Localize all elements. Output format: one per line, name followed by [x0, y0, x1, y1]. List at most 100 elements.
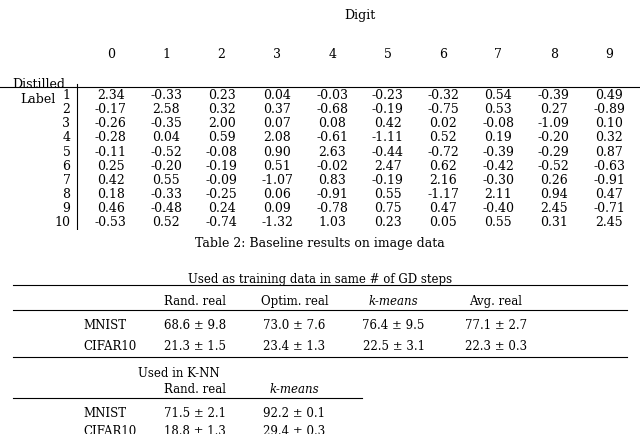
Text: 8: 8	[63, 187, 70, 200]
Text: CIFAR10: CIFAR10	[83, 339, 136, 352]
Text: 2.47: 2.47	[374, 159, 401, 172]
Text: -1.11: -1.11	[372, 131, 404, 144]
Text: 9: 9	[605, 48, 613, 61]
Text: 0.55: 0.55	[484, 215, 512, 228]
Text: 0.87: 0.87	[595, 145, 623, 158]
Text: 0.10: 0.10	[595, 117, 623, 130]
Text: -0.35: -0.35	[150, 117, 182, 130]
Text: -0.19: -0.19	[372, 173, 404, 186]
Text: -0.53: -0.53	[95, 215, 127, 228]
Text: 0.23: 0.23	[208, 89, 236, 102]
Text: 2.63: 2.63	[319, 145, 346, 158]
Text: -0.33: -0.33	[150, 89, 182, 102]
Text: Distilled
Label: Distilled Label	[12, 78, 65, 106]
Text: -0.20: -0.20	[538, 131, 570, 144]
Text: 23.4 ± 1.3: 23.4 ± 1.3	[263, 339, 326, 352]
Text: 21.3 ± 1.5: 21.3 ± 1.5	[164, 339, 226, 352]
Text: 0: 0	[107, 48, 115, 61]
Text: 6: 6	[63, 159, 70, 172]
Text: 2.16: 2.16	[429, 173, 457, 186]
Text: 6: 6	[439, 48, 447, 61]
Text: 22.5 ± 3.1: 22.5 ± 3.1	[363, 339, 424, 352]
Text: 0.05: 0.05	[429, 215, 457, 228]
Text: 0.42: 0.42	[374, 117, 401, 130]
Text: k-means: k-means	[269, 382, 319, 395]
Text: 5: 5	[384, 48, 392, 61]
Text: -0.91: -0.91	[316, 187, 348, 200]
Text: 2.00: 2.00	[208, 117, 236, 130]
Text: -0.28: -0.28	[95, 131, 127, 144]
Text: -0.52: -0.52	[538, 159, 570, 172]
Text: -0.48: -0.48	[150, 201, 182, 214]
Text: Digit: Digit	[344, 9, 376, 22]
Text: 2: 2	[218, 48, 225, 61]
Text: 0.18: 0.18	[97, 187, 125, 200]
Text: -0.08: -0.08	[483, 117, 515, 130]
Text: MNIST: MNIST	[83, 319, 126, 331]
Text: -0.17: -0.17	[95, 103, 127, 116]
Text: 22.3 ± 0.3: 22.3 ± 0.3	[465, 339, 527, 352]
Text: 0.06: 0.06	[263, 187, 291, 200]
Text: 0.62: 0.62	[429, 159, 457, 172]
Text: 0.27: 0.27	[540, 103, 568, 116]
Text: 29.4 ± 0.3: 29.4 ± 0.3	[263, 424, 326, 434]
Text: 0.42: 0.42	[97, 173, 125, 186]
Text: 0.32: 0.32	[595, 131, 623, 144]
Text: 2.45: 2.45	[540, 201, 568, 214]
Text: -0.42: -0.42	[483, 159, 515, 172]
Text: -1.32: -1.32	[261, 215, 293, 228]
Text: 0.46: 0.46	[97, 201, 125, 214]
Text: 2.58: 2.58	[152, 103, 180, 116]
Text: -0.08: -0.08	[205, 145, 237, 158]
Text: 18.8 ± 1.3: 18.8 ± 1.3	[164, 424, 226, 434]
Text: -0.74: -0.74	[205, 215, 237, 228]
Text: Used as training data in same # of GD steps: Used as training data in same # of GD st…	[188, 273, 452, 286]
Text: 9: 9	[63, 201, 70, 214]
Text: -0.40: -0.40	[483, 201, 515, 214]
Text: -0.89: -0.89	[593, 103, 625, 116]
Text: Rand. real: Rand. real	[164, 294, 226, 307]
Text: 0.52: 0.52	[152, 215, 180, 228]
Text: 0.24: 0.24	[208, 201, 236, 214]
Text: 0.04: 0.04	[152, 131, 180, 144]
Text: 0.75: 0.75	[374, 201, 401, 214]
Text: -0.61: -0.61	[316, 131, 348, 144]
Text: -0.03: -0.03	[316, 89, 348, 102]
Text: 73.0 ± 7.6: 73.0 ± 7.6	[263, 319, 326, 331]
Text: -0.09: -0.09	[205, 173, 237, 186]
Text: -0.19: -0.19	[372, 103, 404, 116]
Text: 4: 4	[63, 131, 70, 144]
Text: Used in K-NN: Used in K-NN	[138, 366, 220, 378]
Text: 77.1 ± 2.7: 77.1 ± 2.7	[465, 319, 527, 331]
Text: 4: 4	[328, 48, 337, 61]
Text: -0.30: -0.30	[483, 173, 515, 186]
Text: -0.26: -0.26	[95, 117, 127, 130]
Text: 0.23: 0.23	[374, 215, 401, 228]
Text: -0.75: -0.75	[427, 103, 459, 116]
Text: 0.51: 0.51	[263, 159, 291, 172]
Text: k-means: k-means	[369, 294, 419, 307]
Text: 1: 1	[163, 48, 170, 61]
Text: -0.33: -0.33	[150, 187, 182, 200]
Text: 8: 8	[550, 48, 558, 61]
Text: -1.07: -1.07	[261, 173, 293, 186]
Text: -0.78: -0.78	[316, 201, 348, 214]
Text: 0.04: 0.04	[263, 89, 291, 102]
Text: 3: 3	[63, 117, 70, 130]
Text: -0.52: -0.52	[150, 145, 182, 158]
Text: -0.23: -0.23	[372, 89, 404, 102]
Text: -0.20: -0.20	[150, 159, 182, 172]
Text: 7: 7	[495, 48, 502, 61]
Text: 0.31: 0.31	[540, 215, 568, 228]
Text: 0.55: 0.55	[152, 173, 180, 186]
Text: -0.32: -0.32	[427, 89, 459, 102]
Text: 0.32: 0.32	[208, 103, 236, 116]
Text: 0.52: 0.52	[429, 131, 457, 144]
Text: 2.34: 2.34	[97, 89, 125, 102]
Text: 92.2 ± 0.1: 92.2 ± 0.1	[264, 406, 325, 419]
Text: 1.03: 1.03	[318, 215, 346, 228]
Text: 7: 7	[63, 173, 70, 186]
Text: 5: 5	[63, 145, 70, 158]
Text: -1.17: -1.17	[427, 187, 459, 200]
Text: -0.19: -0.19	[205, 159, 237, 172]
